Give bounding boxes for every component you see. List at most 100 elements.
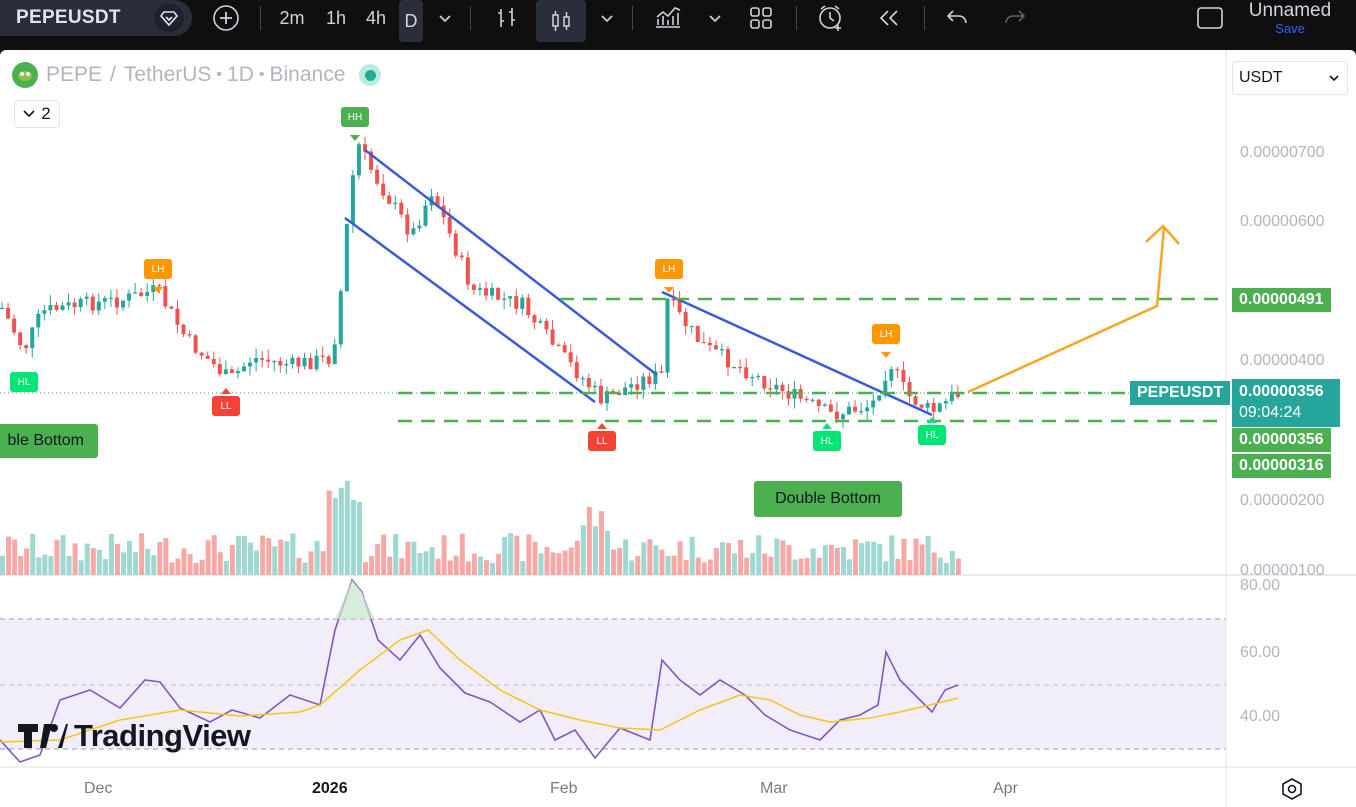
- volume-bar: [853, 539, 859, 575]
- candle-body: [459, 255, 464, 258]
- settings-hexagon-icon[interactable]: [1278, 775, 1306, 803]
- candle-body: [871, 400, 876, 408]
- candle-body: [592, 385, 597, 388]
- candle-body: [719, 349, 724, 351]
- replay-icon[interactable]: [872, 0, 906, 36]
- volume-bar: [786, 545, 792, 575]
- chevron-down-icon: [23, 110, 35, 118]
- chevron-down-icon[interactable]: [434, 0, 456, 36]
- legend-collapse-button[interactable]: 2: [14, 100, 60, 128]
- candle-body: [296, 357, 301, 367]
- indicators-icon[interactable]: [650, 0, 686, 36]
- alert-clock-icon[interactable]: [812, 0, 850, 36]
- layouts-grid-icon[interactable]: [744, 0, 778, 36]
- redo-icon[interactable]: [998, 0, 1032, 36]
- volume-bar: [792, 559, 798, 575]
- candle-body: [0, 307, 4, 310]
- candle-body: [949, 394, 954, 402]
- chevron-down-icon[interactable]: [596, 0, 618, 36]
- bar-chart-icon[interactable]: [490, 0, 524, 36]
- candle-body: [423, 205, 428, 226]
- volume-bar: [284, 541, 290, 575]
- volume-bar: [683, 560, 689, 575]
- candle-body: [72, 302, 77, 308]
- candle-body: [955, 394, 960, 397]
- candle-body: [199, 352, 204, 356]
- volume-bar: [344, 480, 350, 575]
- candle-body: [738, 366, 743, 369]
- volume-bar: [266, 538, 272, 575]
- undo-icon[interactable]: [940, 0, 974, 36]
- candle-body: [744, 367, 749, 379]
- candle-body: [417, 225, 422, 229]
- volume-bar: [6, 536, 12, 575]
- rsi-axis-label: 40.00: [1240, 708, 1281, 725]
- candle-body: [260, 358, 265, 360]
- volume-bar: [484, 560, 489, 575]
- candle-body: [326, 356, 331, 364]
- pivot-lh-badge: LH: [655, 259, 683, 279]
- candle-body: [139, 292, 144, 296]
- timeframe-2m-button[interactable]: 2m: [279, 7, 305, 28]
- volume-bar: [96, 549, 102, 575]
- volume-bar: [332, 498, 338, 575]
- toolbar-divider: [260, 6, 261, 30]
- volume-bar: [157, 542, 163, 575]
- chevron-down-icon[interactable]: [704, 0, 726, 36]
- market-status-icon[interactable]: [359, 64, 382, 86]
- volume-bar: [780, 540, 786, 575]
- chart-panel[interactable]: PEPE / TetherUS • 1D • Binance 2 USDT 0.…: [0, 50, 1356, 807]
- candle-body: [901, 369, 906, 383]
- volume-bar: [865, 541, 871, 575]
- candle-body: [508, 296, 513, 299]
- volume-bar: [260, 535, 266, 575]
- timeframe-d-button[interactable]: D: [399, 0, 423, 42]
- timeframe-1h-button[interactable]: 1h: [325, 7, 347, 28]
- volume-bar: [350, 499, 356, 575]
- candle-body: [677, 300, 682, 313]
- candlestick-chart-icon[interactable]: [536, 0, 586, 42]
- symbol-legend[interactable]: PEPE / TetherUS • 1D • Binance: [12, 62, 382, 88]
- candle-body: [919, 404, 924, 408]
- volume-bar: [114, 543, 120, 575]
- time-axis-label: Dec: [84, 780, 113, 797]
- candle-body: [6, 307, 11, 319]
- chart-canvas[interactable]: [0, 50, 1356, 807]
- compare-add-icon[interactable]: [210, 0, 242, 36]
- candle-body: [895, 369, 900, 371]
- candle-body: [242, 366, 246, 372]
- candle-body: [320, 355, 325, 357]
- legend-dot: •: [216, 66, 223, 83]
- candle-body: [211, 358, 216, 365]
- candle-body: [278, 360, 283, 366]
- volume-bar: [169, 562, 175, 575]
- volume-bar: [272, 546, 278, 575]
- support-lower-price-tag: 0.00000316: [1232, 454, 1331, 478]
- currency-select[interactable]: USDT: [1232, 61, 1348, 95]
- candle-body: [877, 395, 882, 401]
- timeframe-4h-button[interactable]: 4h: [365, 7, 387, 28]
- candle-body: [822, 404, 827, 406]
- legend-exchange: Binance: [269, 63, 346, 86]
- diamond-icon[interactable]: [154, 4, 184, 32]
- save-button[interactable]: Save: [1275, 21, 1305, 36]
- candle-body: [859, 411, 864, 413]
- symbol-search-button[interactable]: PEPEUSDT: [0, 0, 192, 36]
- volume-bar: [441, 535, 447, 575]
- candle-body: [732, 366, 737, 369]
- watermark-text: TradingView: [74, 718, 251, 753]
- volume-bar: [399, 558, 405, 575]
- badge-pointer: [881, 352, 891, 358]
- candle-body: [363, 144, 367, 152]
- volume-bar: [653, 545, 659, 575]
- layout-menu[interactable]: Unnamed Save: [1240, 0, 1340, 36]
- candle-body: [865, 407, 870, 412]
- pivot-hl-badge: HL: [918, 425, 946, 445]
- candle-body: [707, 342, 712, 346]
- fullscreen-icon[interactable]: [1192, 0, 1228, 36]
- descending-trendline: [661, 290, 933, 417]
- candle-body: [726, 349, 730, 368]
- candle-body: [683, 312, 688, 327]
- legend-interval: 1D: [227, 63, 254, 86]
- toolbar-divider: [470, 6, 471, 30]
